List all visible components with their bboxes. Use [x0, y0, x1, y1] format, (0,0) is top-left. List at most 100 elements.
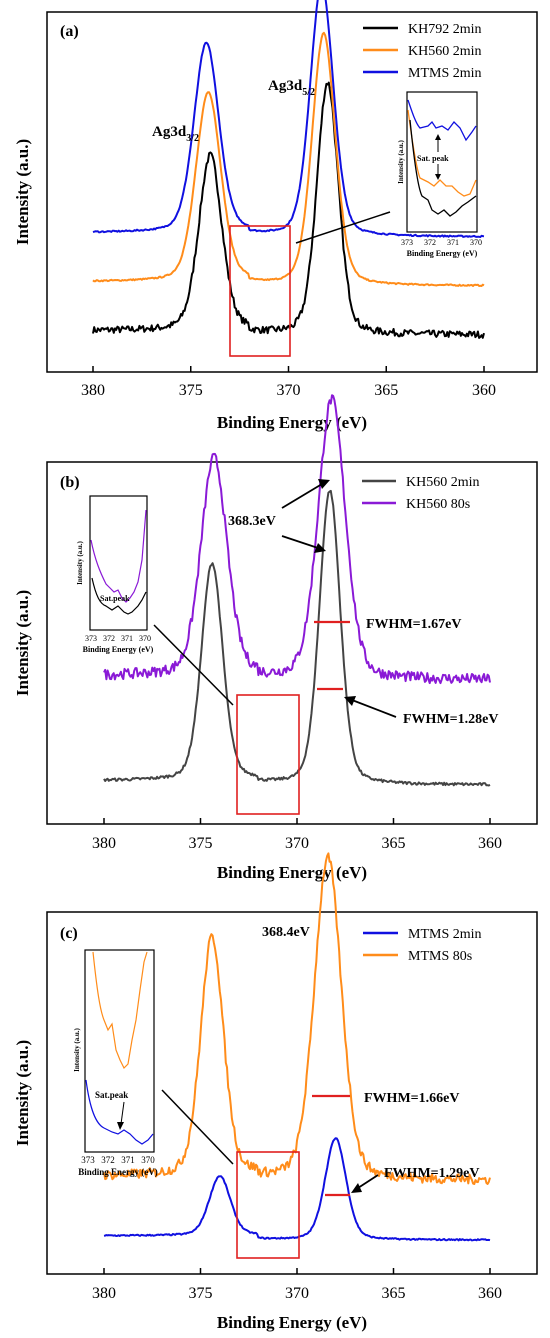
panel-label-b: (b) [60, 474, 80, 491]
peak-position-label-c: 368.4eV [262, 925, 310, 940]
inset-curve-mtms-80s [92, 951, 148, 1070]
plot-frame-a [46, 11, 538, 373]
panel-label-c: (c) [60, 925, 78, 942]
peak-arrow-b2-head [314, 543, 326, 553]
x-axis-title-c: Binding Energy (eV) [217, 1313, 367, 1332]
inset-xtick-b-371: 371 [121, 634, 133, 643]
inset-annotation-a: Sat. peak [417, 154, 449, 163]
fwhm-arrow-b [351, 699, 397, 718]
peak-position-label-b: 368.3eV [228, 514, 276, 529]
inset-frame-a [406, 91, 478, 233]
fwhm-arrow-c [357, 1174, 379, 1189]
inset-xtick-b-370: 370 [139, 634, 151, 643]
inset-ylabel-b: Intensity (a.u.) [76, 540, 84, 584]
inset-c: Sat.peak Intensity (a.u.) 373 372 371 37… [73, 949, 158, 1177]
zoom-box-a [229, 225, 291, 357]
x-tick-label-c-365: 365 [382, 1285, 406, 1302]
zoom-leader-a [295, 211, 391, 244]
inset-xlabel-c: Binding Energy (eV) [78, 1167, 158, 1177]
x-tick-label-a-380: 380 [81, 382, 105, 399]
inset-ylabel-c: Intensity (a.u.) [73, 1027, 81, 1071]
fwhm-label-c-80s: FWHM=1.66eV [364, 1091, 459, 1106]
peak-label-ag3d52: Ag3d5/2 [268, 78, 315, 98]
series-line-a-kh792-2min [92, 81, 485, 339]
inset-curve-kh560-80s [90, 509, 147, 603]
inset-ylabel-a: Intensity (a.u.) [397, 139, 405, 183]
inset-a: Sat. peak Intensity (a.u.) 373 372 371 3… [397, 91, 482, 258]
panel-c: (c) MTMS 2min MTMS 80s 368.4eV FWHM=1.66… [13, 852, 538, 1332]
inset-annotation-b: Sat.peak [100, 594, 130, 603]
series-line-a-mtms-2min [92, 0, 485, 238]
y-axis-title-a: Intensity (a.u.) [13, 139, 32, 245]
inset-curve-mtms [407, 99, 477, 142]
fwhm-arrow-b-head [344, 696, 356, 706]
series-line-c-mtms-2min [103, 1137, 491, 1242]
inset-arrow-down-head-a [435, 174, 441, 180]
series-line-a-kh560-2min [92, 31, 485, 287]
fwhm-label-c-2min: FWHM=1.29eV [384, 1166, 479, 1181]
legend-label-kh560-2min: KH560 2min [406, 475, 480, 490]
zoom-box-b [236, 694, 300, 815]
legend-label-kh560-80s: KH560 80s [406, 497, 470, 512]
inset-xlabel-a: Binding Energy (eV) [407, 249, 478, 258]
panel-b: (b) KH560 2min KH560 80s 368.3eV FWHM=1.… [13, 394, 538, 882]
inset-xtick-b-373: 373 [85, 634, 97, 643]
fwhm-arrow-c-head [351, 1183, 362, 1193]
peak-arrow-b1 [281, 483, 323, 509]
inset-xtick-c-371: 371 [121, 1155, 135, 1165]
zoom-box-c [236, 1151, 300, 1259]
x-axis-title-a: Binding Energy (eV) [217, 413, 367, 432]
legend-label-mtms-2min: MTMS 2min [408, 927, 482, 942]
inset-xtick-a-373: 373 [401, 238, 413, 247]
plot-frame-b [46, 461, 538, 825]
zoom-leader-b [153, 624, 234, 706]
peak-label-ag3d32: Ag3d3/2 [152, 124, 199, 144]
y-axis-title-b: Intensity (a.u.) [13, 590, 32, 696]
series-line-b-kh560-2min [103, 489, 491, 787]
inset-curve-kh560-2min [91, 577, 147, 615]
legend-label-kh792: KH792 2min [408, 22, 482, 37]
inset-xtick-c-370: 370 [141, 1155, 155, 1165]
legend-label-kh560: KH560 2min [408, 44, 482, 59]
legend-a: KH792 2min KH560 2min MTMS 2min [363, 22, 482, 81]
peak-arrow-b1-head [318, 479, 330, 489]
inset-xtick-a-370: 370 [470, 238, 482, 247]
inset-xlabel-b: Binding Energy (eV) [83, 645, 154, 654]
inset-xtick-a-372: 372 [424, 238, 436, 247]
inset-arrow-up-head-a [435, 134, 441, 140]
inset-xtick-b-372: 372 [103, 634, 115, 643]
legend-c: MTMS 2min MTMS 80s [363, 927, 482, 964]
inset-arrow-c-head [117, 1122, 124, 1130]
x-tick-label-b-375: 375 [189, 835, 213, 852]
peak-arrow-b2 [281, 535, 319, 549]
x-tick-label-c-375: 375 [189, 1285, 213, 1302]
legend-b: KH560 2min KH560 80s [362, 475, 480, 512]
legend-label-mtms-80s: MTMS 80s [408, 949, 472, 964]
x-tick-label-b-360: 360 [478, 835, 502, 852]
x-tick-label-c-380: 380 [92, 1285, 116, 1302]
inset-curve-mtms-2min [85, 1079, 154, 1145]
inset-b: Sat.peak Intensity (a.u.) 373 372 371 37… [76, 495, 154, 654]
x-tick-label-a-365: 365 [374, 382, 398, 399]
x-tick-label-a-360: 360 [472, 382, 496, 399]
inset-xtick-c-373: 373 [81, 1155, 95, 1165]
inset-arrow-c [120, 1101, 125, 1125]
panel-a: (a) KH792 2min KH560 2min MTMS 2min Ag3d… [13, 0, 538, 432]
fwhm-label-b-80s: FWHM=1.67eV [366, 617, 461, 632]
series-line-c-mtms-80s [103, 852, 491, 1185]
series-line-b-kh560-80s [103, 394, 491, 685]
x-tick-label-b-370: 370 [285, 835, 309, 852]
inset-curve-kh792 [409, 119, 477, 217]
x-tick-label-a-375: 375 [179, 382, 203, 399]
zoom-leader-c [161, 1089, 234, 1165]
x-tick-label-b-380: 380 [92, 835, 116, 852]
inset-frame-c [84, 949, 155, 1153]
inset-frame-b [89, 495, 148, 631]
inset-xtick-a-371: 371 [447, 238, 459, 247]
inset-annotation-c: Sat.peak [95, 1090, 128, 1100]
plot-frame-c [46, 911, 538, 1275]
panel-label-a: (a) [60, 23, 79, 40]
legend-label-mtms: MTMS 2min [408, 66, 482, 81]
inset-xtick-c-372: 372 [101, 1155, 115, 1165]
